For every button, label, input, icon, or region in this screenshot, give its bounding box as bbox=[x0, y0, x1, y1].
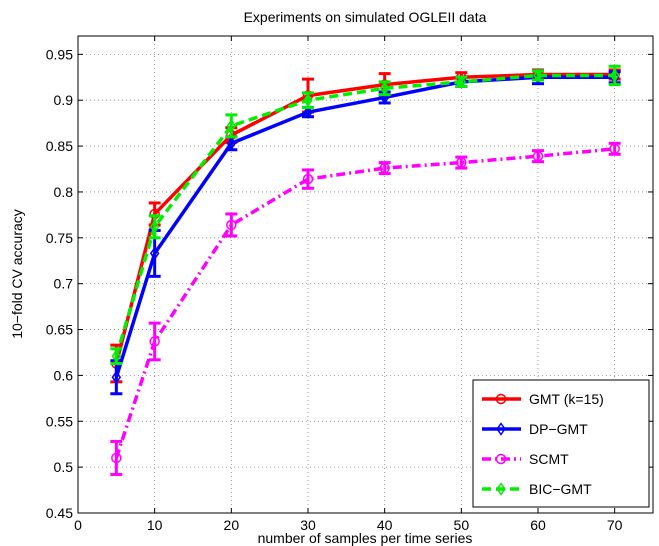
data-point bbox=[379, 162, 390, 174]
series-layer bbox=[110, 64, 621, 476]
data-point bbox=[226, 219, 237, 231]
data-point bbox=[226, 136, 237, 151]
data-point bbox=[149, 219, 160, 234]
x-tick-label: 0 bbox=[74, 517, 82, 533]
y-axis: 0.45 0.5 0.55 0.6 0.65 0.7 0.75 0.8 0.85 0.9 0.95 bbox=[46, 46, 653, 521]
data-point bbox=[533, 68, 543, 83]
series-0 bbox=[110, 68, 621, 384]
legend: GMT (k=15) DP−GMT SCMT BIC−GMT bbox=[472, 379, 650, 508]
data-point bbox=[303, 105, 313, 119]
y-tick-label: 0.5 bbox=[54, 459, 74, 475]
data-point bbox=[609, 143, 620, 155]
legend-marker bbox=[495, 393, 507, 405]
y-tick-label: 0.55 bbox=[46, 413, 73, 429]
series-3 bbox=[110, 64, 621, 365]
y-axis-label: 10−fold CV accuracy bbox=[9, 209, 25, 339]
data-point bbox=[456, 157, 467, 168]
data-point bbox=[302, 173, 314, 185]
series-line bbox=[114, 75, 615, 378]
plot-area bbox=[77, 35, 654, 514]
y-tick-label: 0.6 bbox=[54, 367, 74, 383]
x-tick-label: 70 bbox=[607, 517, 623, 533]
data-point bbox=[456, 75, 467, 89]
legend-label: SCMT bbox=[529, 451, 569, 467]
data-point bbox=[379, 81, 390, 96]
x-tick-label: 50 bbox=[454, 517, 470, 533]
legend-marker bbox=[495, 453, 507, 465]
x-tick-label: 30 bbox=[300, 517, 316, 533]
legend-marker bbox=[496, 482, 506, 496]
data-point bbox=[149, 336, 160, 347]
y-tick-label: 0.8 bbox=[54, 184, 74, 200]
y-tick-label: 0.75 bbox=[46, 230, 73, 246]
y-tick-label: 0.85 bbox=[46, 138, 73, 154]
legend-label: GMT (k=15) bbox=[529, 391, 604, 407]
series-line bbox=[114, 73, 615, 357]
data-point bbox=[609, 68, 620, 83]
y-tick-label: 0.65 bbox=[46, 322, 73, 338]
x-tick-label: 20 bbox=[224, 517, 240, 533]
x-tick-label: 60 bbox=[530, 517, 546, 533]
x-axis: 0 10 20 30 40 50 60 70 bbox=[74, 36, 623, 533]
x-tick-label: 10 bbox=[147, 517, 163, 533]
legend-label: DP−GMT bbox=[529, 421, 588, 437]
y-tick-label: 0.9 bbox=[54, 92, 74, 108]
x-tick-label: 40 bbox=[377, 517, 393, 533]
series-2 bbox=[110, 141, 621, 476]
data-point bbox=[532, 150, 544, 162]
y-tick-label: 0.45 bbox=[46, 505, 73, 521]
y-tick-label: 0.7 bbox=[54, 276, 74, 292]
legend-marker bbox=[496, 422, 506, 436]
chart-title: Experiments on simulated OGLEII data bbox=[244, 9, 487, 25]
data-point bbox=[149, 246, 160, 261]
data-point bbox=[111, 452, 122, 464]
series-line bbox=[114, 72, 615, 364]
data-point bbox=[111, 349, 122, 363]
series-1 bbox=[110, 69, 621, 396]
legend-label: BIC−GMT bbox=[529, 481, 592, 497]
data-point bbox=[226, 119, 237, 133]
y-tick-label: 0.95 bbox=[46, 46, 73, 62]
data-point bbox=[111, 370, 122, 385]
x-axis-label: number of samples per time series bbox=[258, 530, 473, 546]
data-point bbox=[303, 93, 313, 108]
